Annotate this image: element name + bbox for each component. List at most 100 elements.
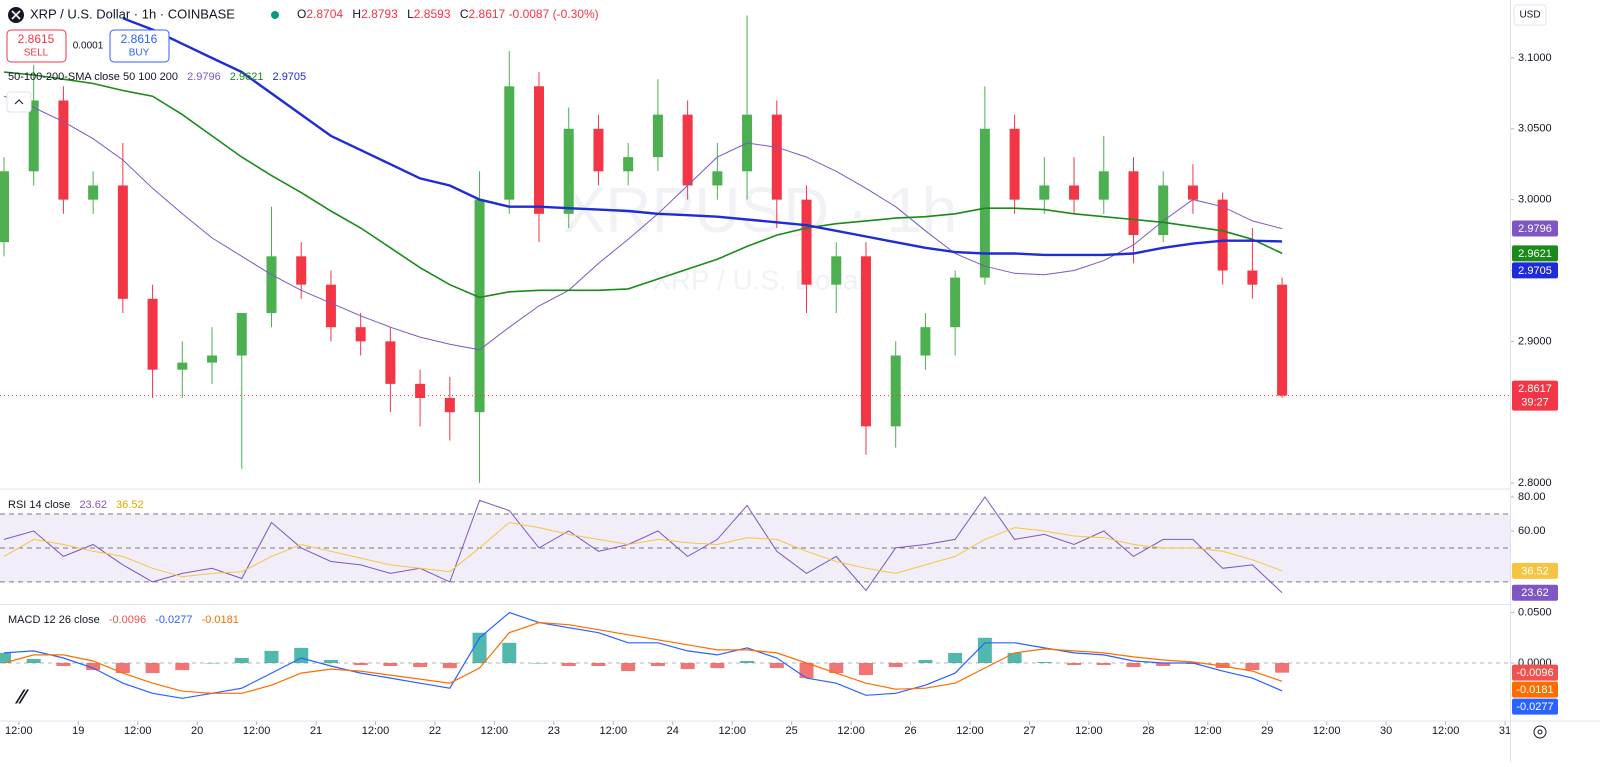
histogram-bar — [769, 663, 784, 669]
histogram-bar — [502, 642, 517, 663]
histogram-bar — [888, 663, 903, 668]
histogram-bar — [829, 663, 844, 674]
x-tick-label: 12:00 — [5, 725, 33, 737]
symbol-title[interactable]: XRP / U.S. Dollar · 1h · COINBASE — [30, 6, 235, 21]
collapse-button[interactable] — [6, 91, 32, 113]
sma-legend: 50-100-200-SMA close 50 100 200 2.9796 2… — [8, 71, 306, 83]
candle-body — [236, 313, 247, 356]
price-tag — [1512, 681, 1558, 698]
price-tag-label: 2.9705 — [1518, 265, 1552, 277]
y-tick-label: 80.00 — [1518, 491, 1546, 503]
x-tick-label: 12:00 — [1432, 725, 1460, 737]
sell-price: 2.8615 — [18, 32, 55, 46]
histogram-bar — [799, 663, 814, 679]
sma-legend-value: 2.9621 — [230, 71, 264, 83]
logo[interactable]: ⁄⁄ — [15, 686, 30, 708]
rsi-legend: RSI 14 close 23.62 36.52 — [8, 499, 144, 511]
pane: 80.00 60.00 — [0, 491, 1546, 594]
indicator-line — [122, 17, 1283, 257]
histogram-bar — [442, 663, 457, 669]
histogram-bar — [710, 663, 725, 669]
price-tag — [1512, 220, 1558, 237]
histogram-bar — [591, 663, 606, 667]
price-tag-label: 2.9621 — [1518, 248, 1552, 260]
candle-body — [117, 185, 128, 299]
x-tick-label: 12:00 — [1313, 725, 1341, 737]
histogram-bar — [1275, 663, 1290, 673]
x-tick-label: 23 — [548, 725, 560, 737]
y-tick-label: 0.0500 — [1518, 606, 1552, 618]
price-tag-label: -0.0181 — [1516, 684, 1553, 696]
histogram-bar — [56, 663, 71, 667]
settings-icon[interactable] — [1533, 725, 1547, 739]
x-tick-label: 12:00 — [718, 725, 746, 737]
price-tag-label: -0.0096 — [1516, 667, 1553, 679]
candle-body — [88, 185, 99, 200]
histogram-bar — [621, 663, 636, 672]
y-tick-label: 3.0500 — [1518, 123, 1552, 135]
x-tick-label: 12:00 — [956, 725, 984, 737]
price-tag — [1512, 664, 1558, 681]
histogram-bar — [175, 663, 190, 671]
x-tick-label: 12:00 — [124, 725, 152, 737]
histogram-bar — [918, 659, 933, 663]
currency-button[interactable] — [1513, 4, 1547, 26]
histogram-bar — [561, 663, 576, 667]
candle-body — [920, 327, 931, 356]
ohlc-label: C — [460, 7, 469, 21]
macd-legend-value: -0.0181 — [202, 614, 239, 626]
sell-button[interactable] — [6, 29, 67, 63]
symbol-icon-mark — [11, 10, 21, 20]
histogram-bar — [680, 663, 695, 670]
sma-legend-value: 2.9796 — [187, 71, 221, 83]
y-tick-label: 3.1000 — [1518, 52, 1552, 64]
candle-body — [771, 114, 782, 200]
histogram-bar — [858, 663, 873, 676]
candle-body — [177, 362, 188, 370]
histogram-bar — [1156, 663, 1171, 667]
x-tick-label: 22 — [429, 725, 441, 737]
ohlc-change: -0.0087 (-0.30%) — [509, 7, 599, 21]
histogram-bar — [264, 650, 279, 663]
histogram-bar — [650, 663, 665, 667]
x-tick-label: 26 — [904, 725, 916, 737]
candle-body — [58, 100, 69, 200]
histogram-bar — [1067, 663, 1082, 666]
x-tick-label: 31 — [1499, 725, 1511, 737]
histogram-bar — [740, 660, 755, 663]
candle-body — [890, 355, 901, 427]
histogram-bar — [353, 663, 368, 666]
buy-button[interactable] — [109, 29, 170, 63]
axis-tags: 2.9796 2.9621 2.9705 2.8617 39:27 36.52 23.62 -… — [1512, 220, 1558, 715]
histogram-bar — [1126, 663, 1141, 668]
ohlc: O2.8704 H2.8793 L2.8593 C2.8617 -0.0087 … — [297, 7, 599, 21]
histogram-bar — [948, 652, 963, 663]
x-tick-label: 12:00 — [1194, 725, 1222, 737]
sma-legend-title: 50-100-200-SMA close 50 100 200 — [8, 71, 178, 83]
candle-body — [950, 277, 961, 328]
candle-body — [28, 100, 39, 172]
candle-body — [1039, 185, 1050, 200]
candle-body — [801, 199, 812, 285]
histogram-bar — [323, 659, 338, 663]
candle-body — [712, 171, 723, 186]
collapse-icon — [14, 99, 24, 105]
x-tick-label: 25 — [786, 725, 798, 737]
buy-price: 2.8616 — [121, 32, 158, 46]
candle-body — [1009, 128, 1020, 200]
y-tick-label: 3.0000 — [1518, 194, 1552, 206]
market-status — [271, 11, 279, 19]
candle-body — [147, 298, 158, 370]
macd-legend-value: -0.0096 — [109, 614, 146, 626]
macd-legend-title: MACD 12 26 close — [8, 614, 100, 626]
price-tag-label: 2.9796 — [1518, 223, 1552, 235]
spread: 0.0001 — [73, 41, 104, 52]
ohlc-value: 2.8793 — [361, 7, 398, 21]
candle-body — [355, 327, 366, 342]
candle-body — [474, 199, 485, 413]
candle-body — [623, 157, 634, 172]
candle-body — [296, 256, 307, 285]
price-tag — [1512, 584, 1558, 601]
ohlc-label: H — [352, 7, 361, 21]
